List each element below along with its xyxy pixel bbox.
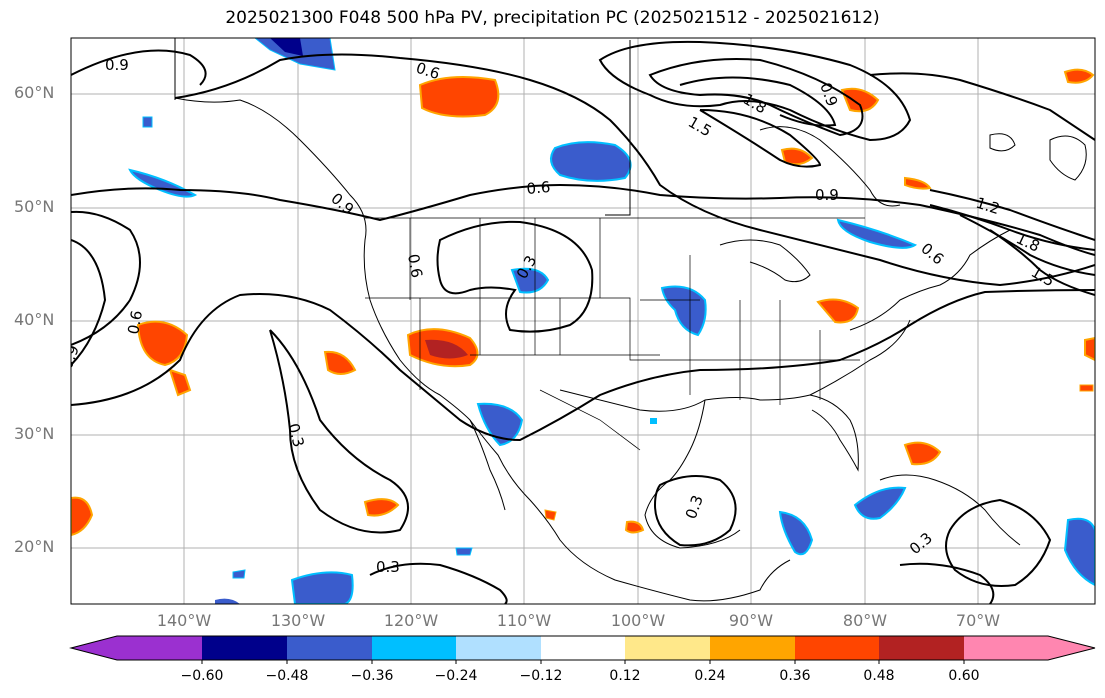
contour-label: 0.3 xyxy=(284,421,308,449)
colorbar-segment xyxy=(964,636,1048,660)
colorbar-segment xyxy=(202,636,287,660)
contour-label: 0.9 xyxy=(815,186,839,204)
lon-label: 140°W xyxy=(156,611,212,630)
colorbar-segment xyxy=(541,636,625,660)
colorbar-tick-label: 0.48 xyxy=(863,668,895,684)
contour-label: 0.6 xyxy=(526,178,551,198)
colorbar-under-triangle xyxy=(71,636,117,660)
lat-label: 50°N xyxy=(14,197,55,216)
colorbar xyxy=(69,635,1096,664)
lon-label: 90°W xyxy=(728,611,774,630)
colorbar-segment xyxy=(372,636,456,660)
colorbar-segment xyxy=(710,636,795,660)
contour-label: 0.3 xyxy=(376,558,400,576)
colorbar-tick-label: −0.12 xyxy=(519,668,563,684)
colorbar-segment xyxy=(117,636,202,660)
lon-label: 110°W xyxy=(496,611,552,630)
colorbar-tick-label: −0.60 xyxy=(180,668,224,684)
colorbar-tick-label: −0.48 xyxy=(265,668,309,684)
map-frame xyxy=(70,37,1096,605)
contour-label: 0.9 xyxy=(105,56,129,74)
pv-contours xyxy=(71,40,1095,604)
lat-label: 20°N xyxy=(14,537,55,556)
colorbar-tick-label: 0.12 xyxy=(609,668,641,684)
lon-label: 70°W xyxy=(955,611,1001,630)
colorbar-tick-label: 0.24 xyxy=(694,668,726,684)
colorbar-segment xyxy=(879,636,964,660)
colorbar-segment xyxy=(795,636,879,660)
colorbar-tick-label: −0.36 xyxy=(350,668,394,684)
contour-label: 0.6 xyxy=(124,309,146,336)
colorbar-segment xyxy=(625,636,710,660)
colorbar-segment xyxy=(287,636,372,660)
colorbar-tick-label: 0.60 xyxy=(948,668,980,684)
lon-label: 130°W xyxy=(270,611,326,630)
lon-label: 100°W xyxy=(610,611,666,630)
lat-label: 40°N xyxy=(14,310,55,329)
colorbar-tick-label: 0.36 xyxy=(779,668,811,684)
colorbar-over-triangle xyxy=(1048,636,1095,660)
map-title: 2025021300 F048 500 hPa PV, precipitatio… xyxy=(225,8,880,28)
contour-label: 0.9 xyxy=(58,343,83,372)
contour-label: 0.6 xyxy=(404,253,426,280)
graticule xyxy=(71,38,1095,604)
coastlines xyxy=(174,38,1087,602)
lon-label: 80°W xyxy=(842,611,888,630)
colorbar-segment xyxy=(456,636,541,660)
lat-label: 60°N xyxy=(14,83,55,102)
lon-label: 120°W xyxy=(383,611,439,630)
positive-precip-blobs xyxy=(71,68,1095,537)
colorbar-tick-label: −0.24 xyxy=(434,668,478,684)
lat-label: 30°N xyxy=(14,424,55,443)
